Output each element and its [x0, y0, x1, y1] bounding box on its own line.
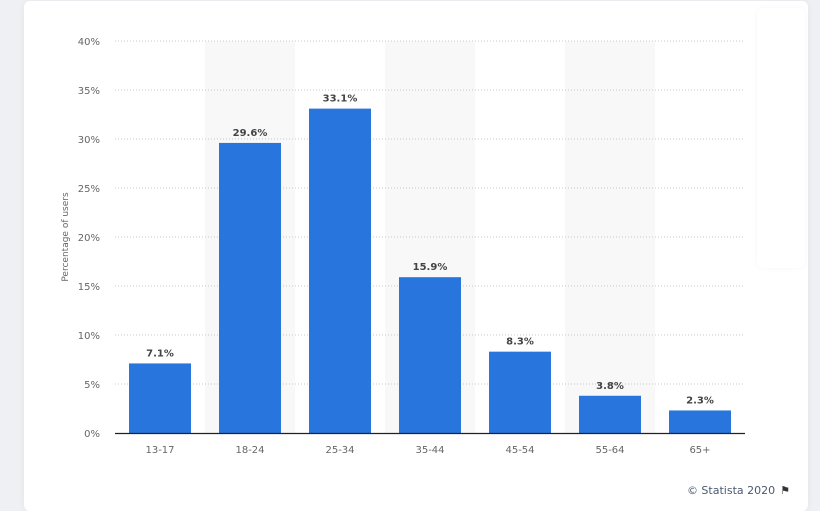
y-tick-label: 35% [78, 86, 100, 97]
x-tick-label: 25-34 [325, 445, 354, 456]
bar[interactable] [399, 277, 461, 433]
flag-icon[interactable]: ⚑ [780, 484, 790, 497]
y-tick-label: 20% [78, 233, 100, 244]
y-tick-label: 0% [84, 429, 100, 440]
data-label: 15.9% [413, 262, 448, 273]
bar[interactable] [219, 142, 281, 434]
x-tick-label: 18-24 [235, 445, 264, 456]
x-tick-label: 55-64 [595, 445, 624, 456]
bar[interactable] [309, 108, 371, 434]
side-panel [757, 8, 805, 268]
bar[interactable] [669, 410, 731, 433]
data-label: 7.1% [146, 348, 174, 359]
x-tick-label: 13-17 [145, 445, 174, 456]
y-tick-label: 5% [84, 380, 100, 391]
x-tick-label: 35-44 [415, 445, 444, 456]
y-tick-label: 40% [78, 37, 100, 48]
data-label: 3.8% [596, 381, 624, 392]
y-tick-label: 25% [78, 184, 100, 195]
data-label: 29.6% [233, 128, 268, 139]
bar[interactable] [489, 351, 551, 433]
data-label: 8.3% [506, 337, 534, 348]
data-label: 33.1% [323, 94, 358, 105]
x-tick-label: 65+ [689, 445, 710, 456]
y-tick-label: 30% [78, 135, 100, 146]
bar[interactable] [129, 363, 191, 433]
credit-text[interactable]: © Statista 2020 [686, 484, 776, 497]
bar[interactable] [579, 395, 641, 433]
x-tick-label: 45-54 [505, 445, 534, 456]
credit: © Statista 2020 ⚑ [687, 484, 790, 497]
y-tick-label: 10% [78, 331, 100, 342]
y-tick-label: 15% [78, 282, 100, 293]
y-axis-label: Percentage of users [61, 192, 71, 282]
data-label: 2.3% [686, 395, 714, 406]
